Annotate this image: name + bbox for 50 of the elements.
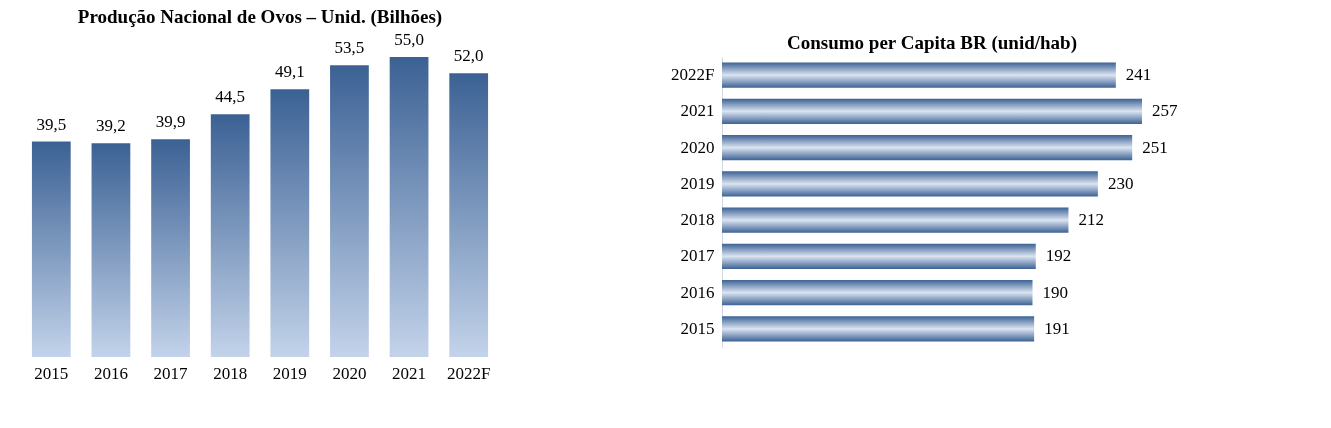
y-tick-label: 2019 [680,173,715,193]
data-label: 39,2 [96,116,126,136]
bar [722,98,1142,125]
x-tick-label: 2015 [34,363,69,383]
data-label: 241 [1125,65,1152,85]
y-tick-label: 2015 [680,318,715,338]
bar [722,243,1036,270]
bar [151,139,190,357]
y-tick-label: 2017 [680,246,715,266]
chart-title: Produção Nacional de Ovos – Unid. (Bilhões) [77,6,443,28]
data-label: 192 [1045,246,1072,266]
bar [91,143,131,357]
y-tick-label: 2021 [680,101,715,121]
bar [722,134,1133,161]
y-tick-label: 2016 [680,282,715,302]
data-label: 44,5 [215,87,246,107]
data-label: 55,0 [394,30,424,49]
data-label: 212 [1078,210,1104,230]
bar [722,207,1069,233]
x-tick-label: 2020 [332,363,367,383]
y-tick-label: 2018 [680,210,715,230]
data-label: 49,1 [274,62,305,82]
data-label: 53,5 [334,38,365,58]
bar [722,316,1035,342]
data-label: 52,0 [453,46,484,66]
x-tick-label: 2017 [153,363,189,383]
x-tick-label: 2018 [213,363,248,383]
data-label: 190 [1042,282,1069,302]
data-label: 257 [1152,101,1178,121]
data-label: 191 [1044,318,1070,338]
x-tick-label: 2021 [392,363,427,383]
bar [31,141,71,357]
bar [722,171,1098,197]
bar [270,89,310,357]
y-tick-label: 2022F [671,65,715,85]
bar [389,57,429,357]
chart-title: Consumo per Capita BR (unid/hab) [786,32,1078,54]
data-label: 251 [1142,137,1168,157]
data-label: 39,9 [155,112,186,132]
bar [210,114,250,357]
bar [330,65,369,357]
x-tick-label: 2016 [93,363,128,383]
x-tick-label: 2022F [446,363,491,383]
bar [722,62,1116,88]
bar [449,73,489,357]
x-tick-label: 2019 [272,363,307,383]
bar [722,279,1033,306]
data-label: 39,5 [36,114,67,134]
data-label: 230 [1107,173,1134,193]
y-tick-label: 2020 [680,137,715,157]
